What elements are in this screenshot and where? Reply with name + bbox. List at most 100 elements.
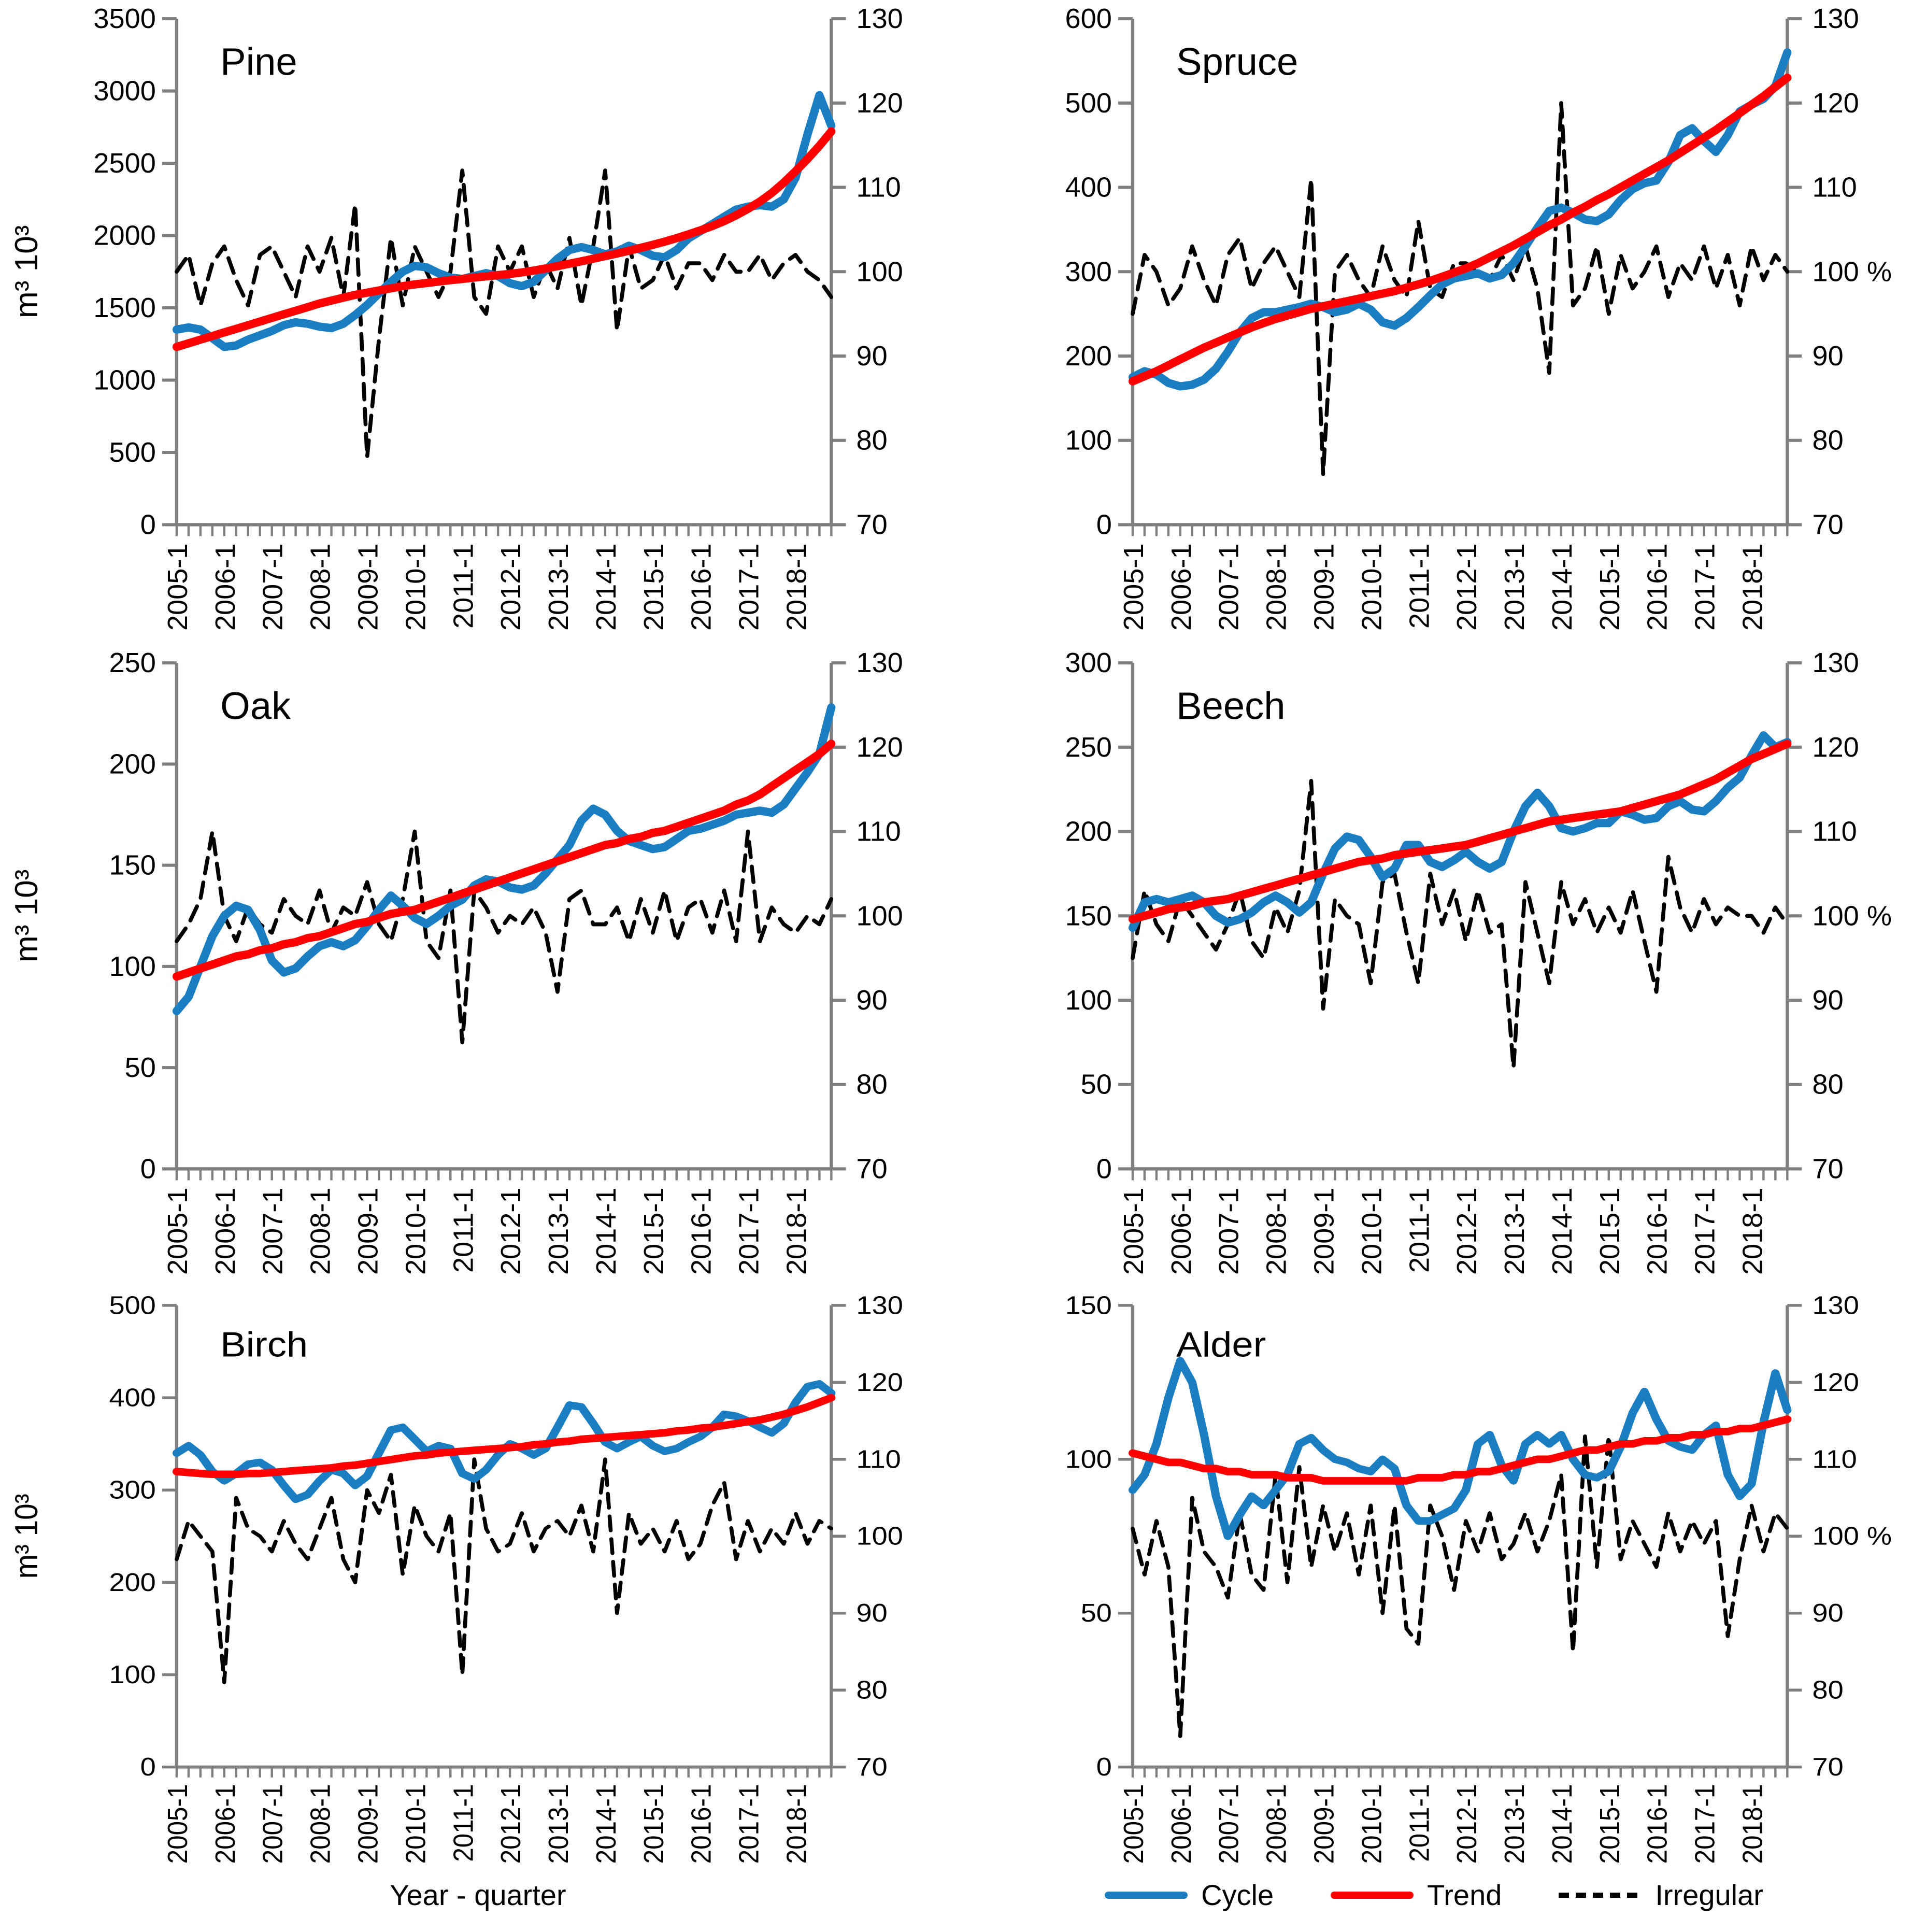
- right-tick-label: 80: [856, 1069, 887, 1100]
- cycle-line: [172, 1380, 836, 1503]
- left-tick-label: 400: [1065, 172, 1111, 203]
- x-tick-label: 2018-1: [780, 1784, 812, 1864]
- left-tick-label: 500: [109, 1291, 155, 1319]
- x-tick-label: 2008-1: [305, 544, 336, 631]
- x-tick-label: 2006-1: [209, 1784, 241, 1864]
- right-tick-label: 110: [1812, 172, 1857, 203]
- irregular-line: [175, 1457, 834, 1684]
- x-tick-label: 2009-1: [353, 544, 384, 631]
- x-tick-label: 2011-1: [1404, 1188, 1435, 1273]
- x-tick-label: 2013-1: [1499, 1784, 1530, 1864]
- x-tick-label: 2005-1: [1118, 544, 1149, 631]
- trend-line: [1128, 1415, 1792, 1485]
- x-tick-label: 2015-1: [1594, 1188, 1625, 1275]
- irregular-line-swatch-icon: [1559, 1892, 1642, 1898]
- x-tick-label: 2014-1: [1547, 544, 1578, 631]
- right-tick-label: 120: [856, 1368, 903, 1396]
- left-tick-label: 100: [1065, 1445, 1111, 1473]
- x-tick-label: 2005-1: [162, 1188, 193, 1275]
- left-tick-label: 1500: [93, 292, 155, 323]
- right-tick-label: 70: [1812, 509, 1843, 540]
- right-tick-label: 130: [1812, 1291, 1859, 1319]
- left-tick-label: 50: [125, 1052, 156, 1083]
- x-tick-label: 2015-1: [1594, 1784, 1625, 1864]
- right-tick-label: 120: [856, 732, 903, 763]
- panel-pine: 0 500 1000 1500 2000 2500 3000 3500 70 80 90 100 110…: [0, 0, 956, 644]
- legend: Cycle Trend Irregular: [956, 1876, 1912, 1932]
- left-tick-label: 100: [109, 1660, 155, 1688]
- x-tick-label: 2009-1: [352, 1784, 383, 1864]
- x-tick-label: 2012-1: [495, 1188, 526, 1275]
- left-tick-label: 0: [140, 1752, 156, 1781]
- right-tick-label: 80: [856, 1675, 887, 1704]
- x-tick-label: 2008-1: [1261, 1784, 1292, 1864]
- right-tick-label: 70: [856, 1153, 887, 1184]
- legend-item-irregular: Irregular: [1559, 1878, 1763, 1912]
- cycle-line-swatch-icon: [1105, 1891, 1188, 1899]
- chart-pine: 0 500 1000 1500 2000 2500 3000 3500 70 80 90 100 110…: [9, 3, 903, 631]
- left-tick-label: 500: [109, 437, 155, 468]
- x-tick-label: 2011-1: [1403, 1784, 1435, 1862]
- x-tick-label: 2011-1: [448, 544, 479, 629]
- left-tick-label: 300: [1065, 647, 1111, 678]
- x-tick-label: 2018-1: [1737, 544, 1768, 631]
- panel-beech: 0 50 100 150 200 250 300 70 80 90 100 % 110 120 130 20…: [956, 644, 1912, 1288]
- right-tick-label: 100 %: [1812, 256, 1891, 287]
- left-tick-label: 0: [1096, 509, 1112, 540]
- right-tick-label: 130: [856, 3, 903, 34]
- x-tick-label: 2010-1: [399, 1784, 431, 1864]
- x-tick-label: 2005-1: [162, 1784, 193, 1864]
- right-tick-label: 80: [1812, 425, 1843, 456]
- x-tick-label: 2014-1: [1547, 1188, 1578, 1275]
- chart-oak: 0 50 100 150 200 250 70 80 90 100 110 120 130 2005-1 2…: [9, 647, 903, 1275]
- x-tick-label: 2006-1: [210, 1188, 241, 1275]
- left-tick-label: 50: [1081, 1598, 1112, 1627]
- x-tick-label: 2010-1: [400, 1188, 431, 1275]
- left-tick-label: 0: [140, 509, 156, 540]
- trend-line: [172, 1394, 836, 1479]
- x-tick-label: 2007-1: [258, 1188, 289, 1275]
- legend-item-cycle: Cycle: [1105, 1878, 1274, 1912]
- right-tick-label: 80: [1812, 1675, 1843, 1704]
- x-tick-label: 2010-1: [400, 544, 431, 631]
- x-tick-label: 2016-1: [686, 1784, 717, 1864]
- right-tick-label: 90: [1812, 1598, 1843, 1627]
- right-tick-label: 120: [1812, 732, 1859, 763]
- panel-birch: 0 100 200 300 400 500 70 80 90 100 110 120 130 2005-1…: [0, 1288, 956, 1876]
- left-tick-label: 100: [109, 951, 155, 982]
- chart-birch: 0 100 200 300 400 500 70 80 90 100 110 120 130 2005-1…: [8, 1291, 903, 1864]
- x-tick-label: 2009-1: [1309, 1188, 1340, 1275]
- x-tick-label: 2013-1: [1499, 544, 1530, 631]
- left-tick-label: 250: [1065, 732, 1111, 763]
- x-tick-label: 2010-1: [1356, 544, 1387, 631]
- right-tick-label: 120: [1812, 1368, 1859, 1396]
- x-tick-label: 2006-1: [1166, 1188, 1197, 1275]
- x-tick-label: 2018-1: [1737, 1188, 1768, 1275]
- legend-item-trend: Trend: [1331, 1878, 1502, 1912]
- right-tick-label: 70: [856, 1752, 887, 1781]
- x-tick-label: 2010-1: [1356, 1188, 1387, 1275]
- left-tick-label: 2000: [93, 220, 155, 251]
- right-tick-label: 110: [856, 172, 901, 203]
- trend-line: [172, 127, 836, 351]
- left-tick-label: 200: [109, 748, 155, 779]
- right-tick-label: 80: [1812, 1069, 1843, 1100]
- left-tick-label: 1000: [93, 365, 155, 396]
- cycle-line: [172, 703, 836, 1015]
- x-tick-label: 2018-1: [1736, 1784, 1768, 1864]
- left-axis-unit-label: m³ 10³: [9, 870, 45, 963]
- x-tick-label: 2013-1: [1499, 1188, 1530, 1275]
- panel-alder: 0 50 100 150 70 80 90 100 % 110 120 130 2005-1 2006-…: [956, 1288, 1912, 1876]
- left-tick-label: 100: [1065, 985, 1111, 1016]
- x-tick-label: 2006-1: [1165, 1784, 1197, 1864]
- panel-spruce: 0 100 200 300 400 500 600 70 80 90 100 % 110 120 130 2…: [956, 0, 1912, 644]
- right-tick-label: 130: [856, 1291, 903, 1319]
- panel-title: Oak: [220, 684, 291, 727]
- right-tick-label: 80: [856, 425, 887, 456]
- right-tick-label: 90: [856, 340, 887, 372]
- x-tick-label: 2017-1: [1690, 544, 1721, 631]
- x-tick-label: 2011-1: [448, 1188, 479, 1273]
- trend-line-swatch-icon: [1331, 1891, 1414, 1899]
- right-tick-label: 100 %: [1812, 900, 1891, 931]
- x-tick-label: 2007-1: [258, 544, 289, 631]
